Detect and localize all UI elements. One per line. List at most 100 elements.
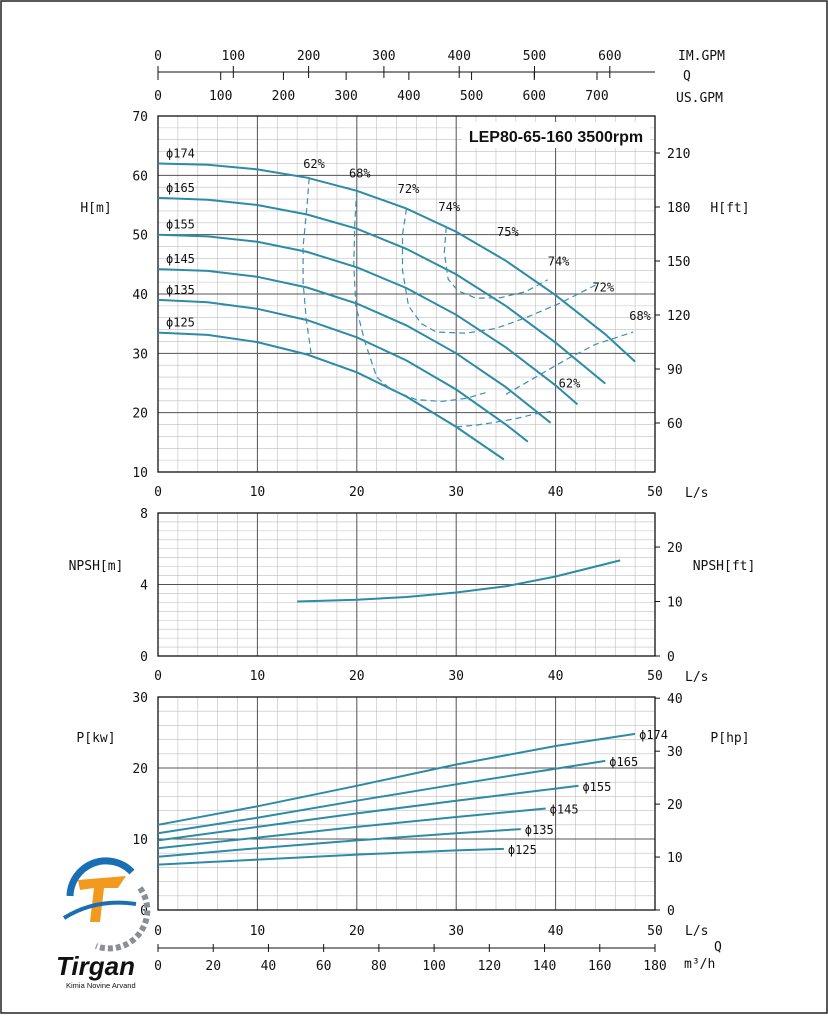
chart-title: LEP80-65-160 3500rpm [469,129,643,146]
series-line-1 [157,196,606,385]
efficiency-label: 62% [303,157,325,171]
series-label: ϕ145 [166,252,195,266]
y-axis-label: P[kw] [76,731,115,746]
y2-tick-label: 10 [667,851,683,866]
y-tick-label: 30 [132,347,148,362]
efficiency-label: 68% [629,309,651,323]
y2-tick-label: 10 [667,596,683,611]
top-tick-label: 100 [209,89,232,104]
series-line-0 [157,732,636,826]
y2-tick-label: 30 [667,745,683,760]
top-tick-label: 300 [334,89,357,104]
series-label: ϕ155 [582,780,611,794]
plot-frame [157,115,656,473]
efficiency-line-3 [443,226,548,299]
panel-0 [157,66,660,473]
y-tick-label: 30 [132,691,148,706]
y2-tick-label: 90 [667,363,683,378]
efficiency-label: 72% [592,281,614,295]
x-tick-label: 20 [349,669,365,684]
title-box [462,122,650,148]
y2-axis-label: P[hp] [710,731,749,746]
bottom-tick-label: 80 [371,959,387,974]
x-tick-label: 30 [448,485,464,500]
top-tick-label: 300 [372,49,395,64]
logo-gear-arc [94,886,151,952]
bottom-tick-label: 60 [316,959,332,974]
series-label: ϕ145 [550,802,579,816]
series-label: ϕ155 [166,218,195,232]
series-line-2 [157,784,579,842]
series-label: ϕ125 [166,316,195,330]
series-line-3 [157,268,552,424]
y-tick-label: 4 [140,579,148,594]
panel-1 [157,512,660,657]
bottom-axis-label: m³/h [684,957,715,972]
efficiency-line-4 [456,410,552,428]
bottom-tick-label: 180 [643,959,666,974]
y2-tick-label: 210 [667,147,690,162]
y-axis-label: NPSH[m] [69,559,124,574]
x-tick-label: 0 [154,669,162,684]
y-tick-label: 20 [132,762,148,777]
y-tick-label: 70 [132,110,148,125]
y-tick-label: 40 [132,288,148,303]
x-tick-label: 40 [548,669,564,684]
y2-tick-label: 40 [667,692,683,707]
efficiency-label: 74% [438,200,460,214]
y-tick-label: 20 [132,407,148,422]
top-tick-label: 500 [523,49,546,64]
x-tick-label: 50 [647,669,663,684]
bottom-tick-label: 30 [448,924,464,939]
efficiency-line-0 [302,178,312,354]
series-line-5 [157,847,504,866]
bottom-tick-label: 140 [533,959,556,974]
plot-frame [157,512,656,657]
top-axis-label: US.GPM [676,91,723,106]
x-axis-label: L/s [685,670,708,685]
plot-frame [157,696,656,911]
top-tick-label: 400 [447,49,470,64]
bottom-tick-label: 0 [154,924,162,939]
efficiency-label: 74% [548,255,570,269]
y2-tick-label: 20 [667,798,683,813]
series-line-1 [157,759,606,835]
bottom-tick-label: 0 [154,959,162,974]
top-tick-label: 0 [154,49,162,64]
efficiency-label: 68% [349,167,371,181]
efficiency-label: 72% [398,182,420,196]
y-tick-label: 60 [132,169,148,184]
x-tick-label: 40 [548,485,564,500]
bottom-tick-label: 40 [261,959,277,974]
series-label: ϕ174 [166,146,195,160]
bottom-axis-label-q: Q [714,940,722,955]
logo-tagline: Kimia Novine Arvand [66,981,136,990]
top-tick-label: 200 [297,49,320,64]
bottom-tick-label: 20 [349,924,365,939]
x-tick-label: 30 [448,669,464,684]
series-label: ϕ165 [166,181,195,195]
logo-brand: Tirgan [56,951,135,981]
x-tick-label: 20 [349,485,365,500]
y2-tick-label: 20 [667,541,683,556]
top-tick-label: 700 [585,89,608,104]
series-label: ϕ135 [166,283,195,297]
y2-tick-label: 120 [667,309,690,324]
top-tick-label: 100 [222,49,245,64]
series-line-2 [157,233,579,406]
y-tick-label: 8 [140,507,148,522]
x-tick-label: 10 [250,669,266,684]
y-tick-label: 10 [132,466,148,481]
y2-tick-label: 180 [667,201,690,216]
series-line-3 [157,807,546,850]
bottom-tick-label: 160 [588,959,611,974]
x-tick-label: 10 [250,485,266,500]
bottom-tick-label: 20 [205,959,221,974]
top-tick-label: 600 [523,89,546,104]
series-label: ϕ165 [609,755,638,769]
series-line-4 [157,828,521,858]
y2-tick-label: 150 [667,255,690,270]
